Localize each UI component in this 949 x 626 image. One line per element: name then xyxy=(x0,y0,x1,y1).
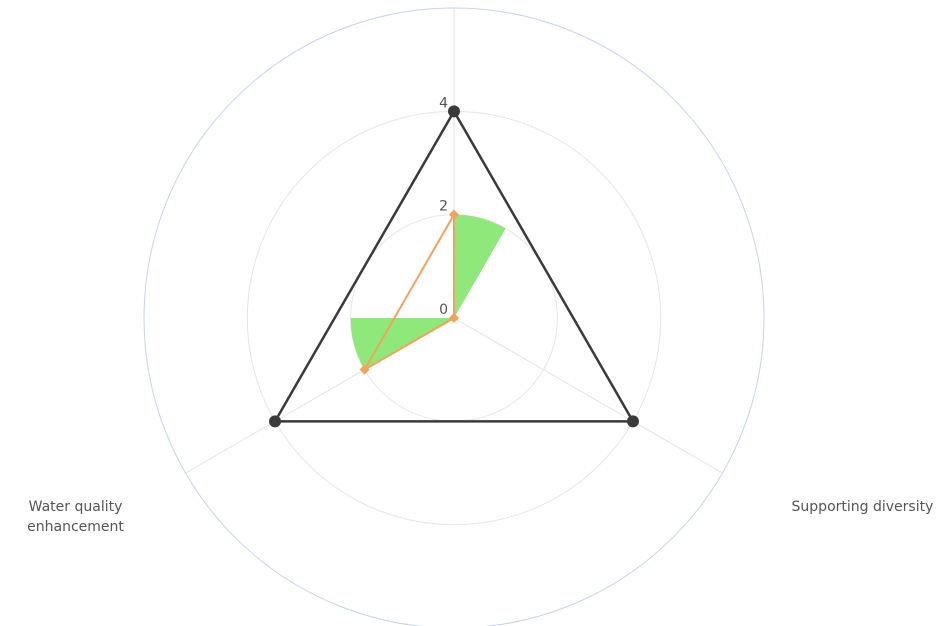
r-tick-label: 4 xyxy=(439,95,448,111)
category-label: Supporting diversity xyxy=(791,499,934,515)
bar-wedge xyxy=(350,318,454,370)
marker xyxy=(449,209,459,220)
series-line xyxy=(361,210,455,373)
angular-grid-line xyxy=(453,317,723,474)
series-line xyxy=(272,108,636,423)
bar-wedge xyxy=(454,214,506,318)
marker xyxy=(269,415,282,428)
r-tick-label: 0 xyxy=(439,302,448,318)
marker xyxy=(448,105,460,118)
category-label: Water quality enhancement xyxy=(27,499,124,535)
marker xyxy=(449,313,459,323)
marker xyxy=(626,415,639,428)
marker xyxy=(359,364,370,375)
r-tick-label: 2 xyxy=(439,199,448,215)
